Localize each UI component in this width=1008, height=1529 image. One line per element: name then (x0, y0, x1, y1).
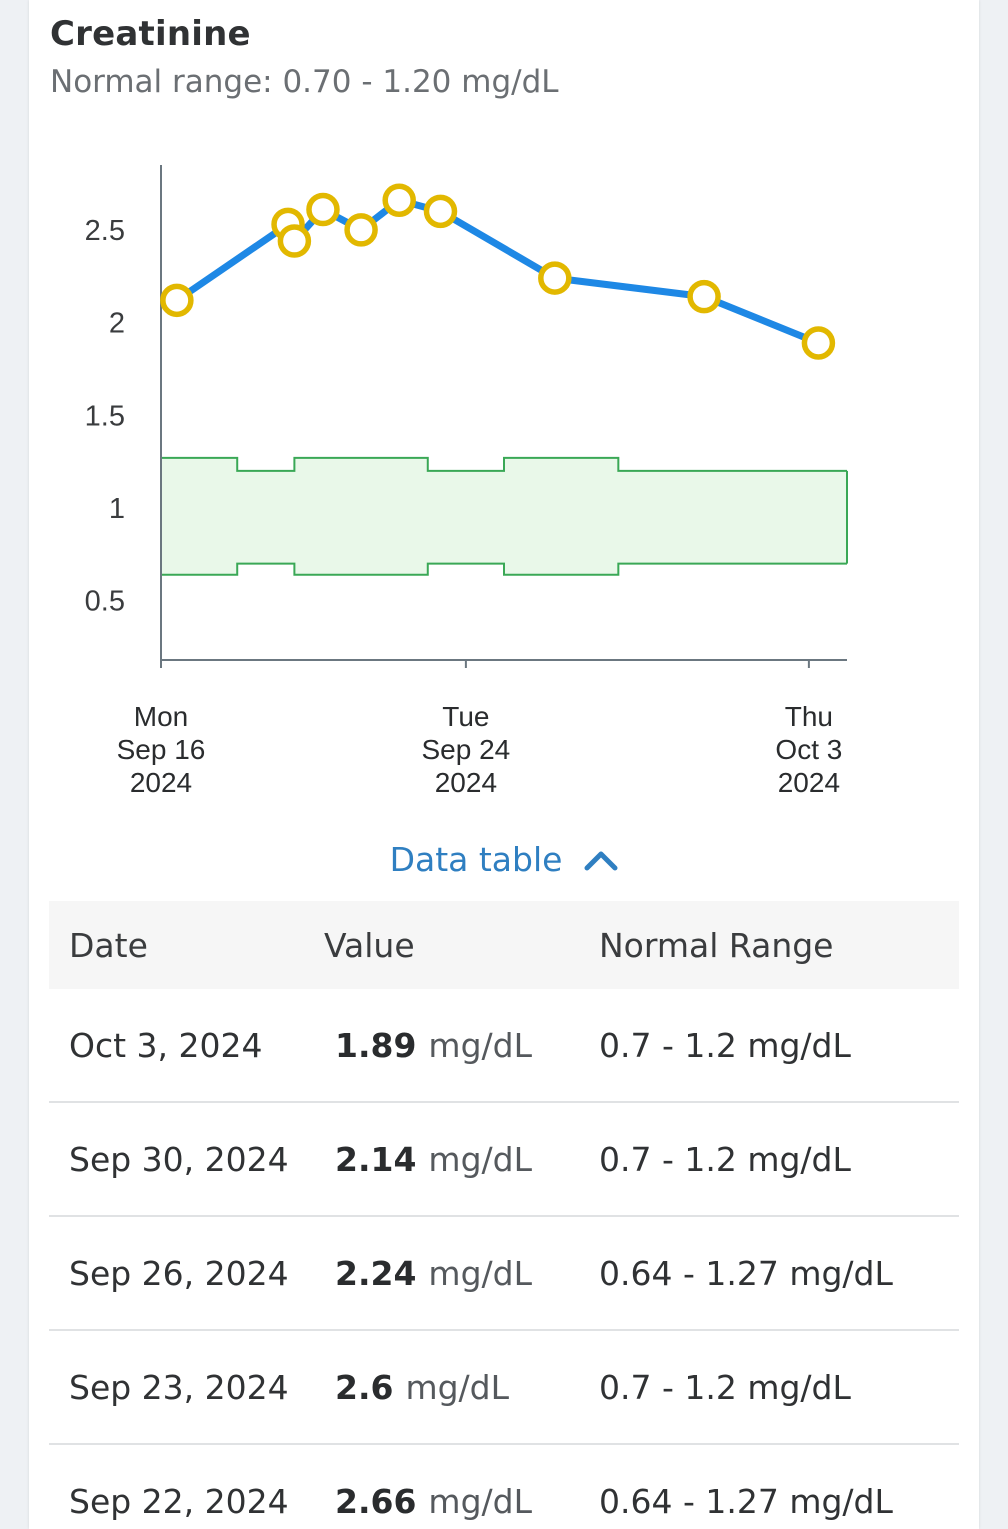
data-point (687, 279, 721, 314)
x-tick-label: Sep 24 (422, 734, 511, 765)
row-value: 1.89 mg/dL (324, 1026, 599, 1065)
card-title: Creatinine (50, 14, 251, 54)
table-header: Date Value Normal Range (49, 901, 959, 989)
row-date: Sep 22, 2024 (69, 1481, 289, 1521)
normal-range-upper-edge (161, 456, 847, 472)
data-point (801, 326, 836, 360)
table-row: Sep 22, 2024 2.66 mg/dL 0.64 - 1.27 mg/dL (49, 1445, 959, 1529)
row-date: Oct 3, 2024 (69, 1025, 263, 1065)
row-value-number: 2.14 (335, 1139, 417, 1179)
normal-range-band (161, 457, 847, 575)
row-value-number: 2.66 (335, 1481, 417, 1521)
row-date: Sep 30, 2024 (69, 1139, 289, 1179)
x-tick-label: 2024 (435, 767, 497, 798)
y-tick-label: 2 (109, 308, 125, 340)
row-value-number: 2.6 (335, 1367, 394, 1407)
row-value: 2.24 mg/dL (324, 1254, 599, 1293)
row-value-number: 1.89 (335, 1025, 417, 1065)
y-tick-label: 1 (109, 493, 125, 525)
chevron-up-icon (584, 851, 618, 870)
data-point (423, 194, 458, 229)
y-tick-label: 1.5 (85, 400, 125, 432)
row-value-unit: mg/dL (405, 1367, 510, 1407)
row-value: 2.14 mg/dL (324, 1140, 599, 1179)
x-tick-label: Thu (785, 701, 833, 732)
row-normal-range: 0.7 - 1.2 mg/dL (599, 1367, 851, 1407)
row-date: Sep 23, 2024 (69, 1367, 289, 1407)
x-tick-label: Tue (442, 701, 489, 732)
lab-result-card: Creatinine Normal range: 0.70 - 1.20 mg/… (29, 0, 979, 1529)
data-point (277, 224, 312, 258)
row-value-unit: mg/dL (428, 1139, 532, 1179)
x-tick-label: 2024 (778, 767, 840, 798)
row-normal-range: 0.64 - 1.27 mg/dL (599, 1253, 893, 1293)
data-table: Date Value Normal Range Oct 3, 2024 1.89… (49, 901, 959, 1529)
header-date: Date (69, 925, 148, 965)
y-tick-label: 0.5 (85, 586, 125, 618)
row-value-unit: mg/dL (428, 1025, 532, 1065)
x-tick-label: Oct 3 (775, 734, 842, 765)
x-tick-label: Mon (134, 701, 188, 732)
row-value-unit: mg/dL (428, 1253, 532, 1293)
data-table-toggle-label: Data table (389, 840, 563, 879)
row-value-number: 2.24 (335, 1253, 417, 1293)
table-row: Sep 30, 2024 2.14 mg/dL 0.7 - 1.2 mg/dL (49, 1103, 959, 1217)
data-point (160, 283, 194, 318)
data-point (306, 192, 340, 227)
normal-range-subtitle: Normal range: 0.70 - 1.20 mg/dL (50, 64, 559, 100)
table-row: Sep 26, 2024 2.24 mg/dL 0.64 - 1.27 mg/dL (49, 1217, 959, 1331)
row-value: 2.6 mg/dL (324, 1368, 599, 1407)
row-normal-range: 0.64 - 1.27 mg/dL (599, 1481, 893, 1521)
header-normal-range: Normal Range (599, 925, 834, 965)
header-value: Value (324, 925, 415, 965)
table-row: Sep 23, 2024 2.6 mg/dL 0.7 - 1.2 mg/dL (49, 1331, 959, 1445)
x-tick-label: 2024 (130, 767, 192, 798)
row-value-unit: mg/dL (428, 1481, 532, 1521)
y-tick-label: 2.5 (85, 215, 125, 247)
row-date: Sep 26, 2024 (69, 1253, 289, 1293)
row-normal-range: 0.7 - 1.2 mg/dL (599, 1025, 851, 1065)
table-row: Oct 3, 2024 1.89 mg/dL 0.7 - 1.2 mg/dL (49, 989, 959, 1103)
data-point (538, 261, 572, 295)
row-normal-range: 0.7 - 1.2 mg/dL (599, 1139, 851, 1179)
x-tick-label: Sep 16 (117, 734, 206, 765)
data-point (344, 213, 378, 247)
normal-range-lower-edge (161, 562, 847, 576)
data-point (382, 183, 416, 217)
data-table-toggle[interactable]: Data table (29, 840, 979, 892)
row-value: 2.66 mg/dL (324, 1482, 599, 1521)
